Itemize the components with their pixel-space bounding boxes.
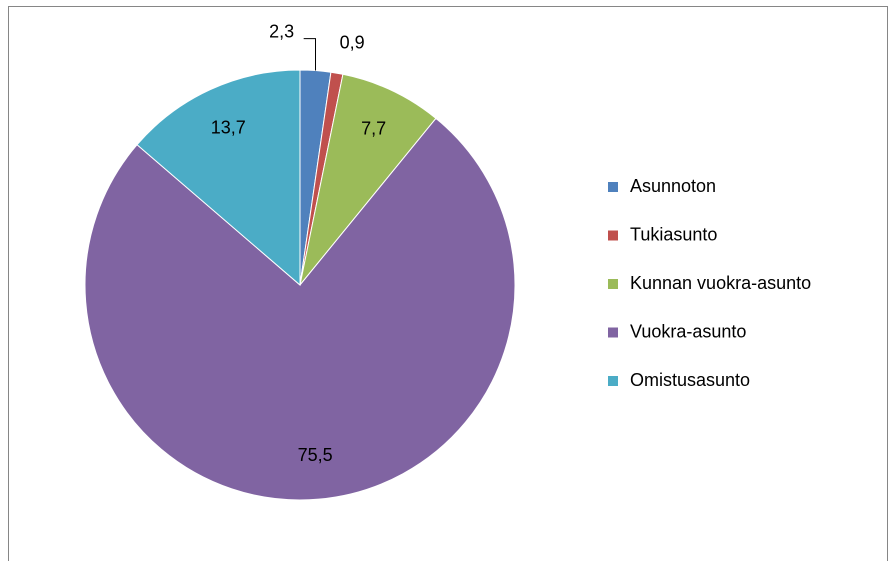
data-label: 2,3 xyxy=(269,21,294,41)
legend-label: Vuokra-asunto xyxy=(630,321,746,341)
legend-label: Omistusasunto xyxy=(630,370,750,390)
legend-swatch xyxy=(608,230,618,241)
pie-slice xyxy=(84,117,516,501)
legend-label: Asunnoton xyxy=(630,176,716,196)
legend-swatch xyxy=(608,376,618,386)
legend-swatch xyxy=(608,182,618,192)
data-label: 7,7 xyxy=(361,118,386,138)
legend-swatch xyxy=(608,327,618,338)
legend-label: Tukiasunto xyxy=(630,224,717,244)
pie-slice xyxy=(136,69,301,287)
legend-swatch xyxy=(608,279,618,289)
data-label: 13,7 xyxy=(211,117,246,137)
legend-label: Kunnan vuokra-asunto xyxy=(630,273,811,293)
leader-line xyxy=(303,38,317,71)
data-label: 0,9 xyxy=(340,32,365,52)
pie-slice xyxy=(299,73,437,286)
data-label: 75,5 xyxy=(298,445,333,465)
